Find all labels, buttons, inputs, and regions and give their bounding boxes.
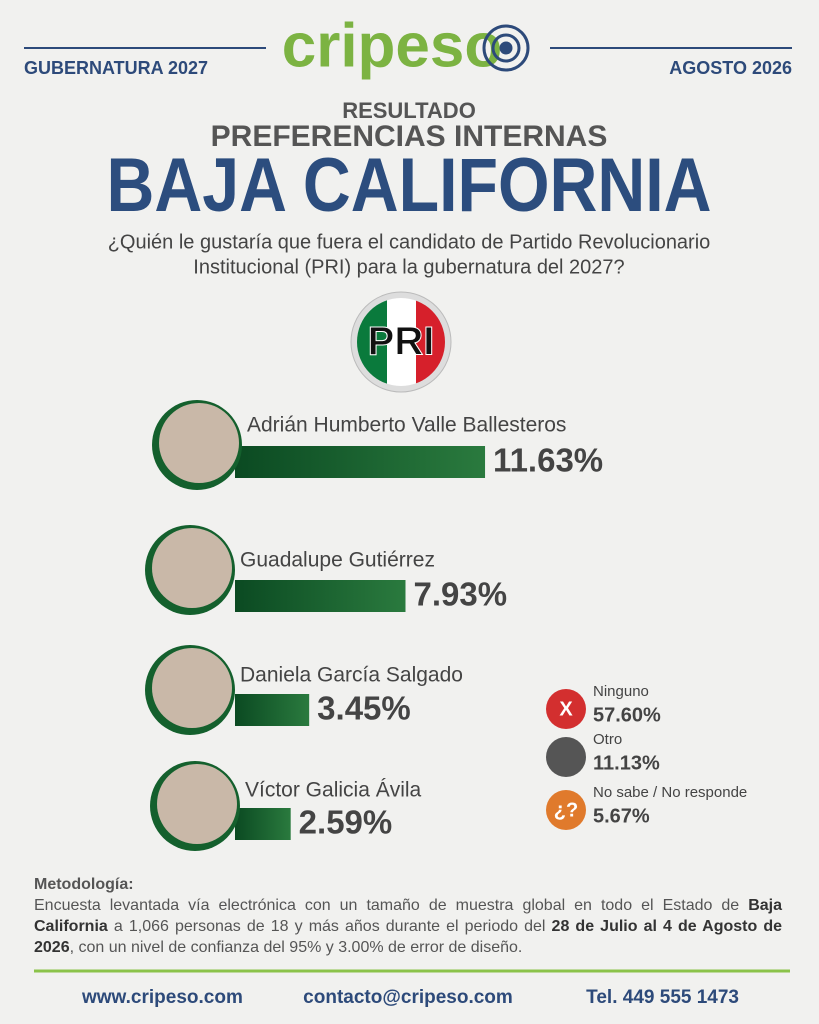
logo-target [482, 24, 530, 72]
response-label: No sabe / No responde [593, 784, 747, 801]
party-logo: PRI [350, 291, 452, 393]
candidate-photo [152, 648, 232, 728]
value-label: 3.45% [317, 690, 411, 727]
response-label: Ninguno [593, 683, 649, 700]
response-icon [546, 689, 586, 729]
response-value: 11.13% [593, 752, 660, 774]
title: BAJA CALIFORNIA [107, 143, 712, 228]
candidate-name: Víctor Galicia Ávila [245, 779, 422, 802]
candidate-photo [157, 764, 237, 844]
response-value: 5.67% [593, 805, 650, 827]
subtitle: PREFERENCIAS INTERNAS [211, 120, 608, 153]
bar [235, 808, 291, 840]
candidate-photo [152, 528, 232, 608]
response-icon-text: X [559, 698, 573, 720]
response-icon [546, 737, 586, 777]
methodology-text: Encuesta levantada vía electrónica con u… [34, 897, 749, 914]
footer-web: www.cripeso.com [81, 987, 243, 1008]
methodology-text: a 1,066 personas de 18 y más años durant… [107, 918, 552, 935]
question: Institucional (PRI) para la gubernatura … [193, 256, 624, 278]
footer-phone: Tel. 449 555 1473 [586, 987, 739, 1008]
header-left: GUBERNATURA 2027 [24, 58, 208, 78]
candidate-name: Adrián Humberto Valle Ballesteros [247, 414, 566, 437]
footer-email: contacto@cripeso.com [303, 987, 513, 1008]
methodology-heading: Metodología: [34, 876, 134, 893]
header-right: AGOSTO 2026 [669, 58, 792, 78]
methodology-text: Baja California [34, 897, 782, 935]
logo: cripeso [282, 11, 503, 80]
bar [235, 446, 486, 478]
methodology-text: 28 de Julio al 4 de Agosto de 2026 [34, 918, 782, 956]
response-label: Otro [593, 731, 622, 748]
response-icon [546, 790, 586, 830]
candidate-name: Guadalupe Gutiérrez [240, 549, 435, 572]
value-label: 11.63% [493, 442, 603, 479]
candidate-name: Daniela García Salgado [240, 664, 463, 687]
methodology-text: , con un nivel de confianza del 95% y 3.… [69, 939, 523, 956]
methodology: Metodología: Encuesta levantada vía elec… [34, 874, 782, 958]
supertitle: RESULTADO [342, 98, 476, 123]
party-logo-text: PRI [368, 320, 435, 364]
response-value: 57.60% [593, 704, 661, 726]
candidate-photo [159, 403, 239, 483]
response-icon-text: ¿? [554, 799, 578, 821]
question: ¿Quién le gustaría que fuera el candidat… [108, 231, 711, 253]
bar [235, 580, 406, 612]
value-label: 7.93% [413, 576, 507, 613]
bar [235, 694, 310, 726]
value-label: 2.59% [299, 804, 393, 841]
